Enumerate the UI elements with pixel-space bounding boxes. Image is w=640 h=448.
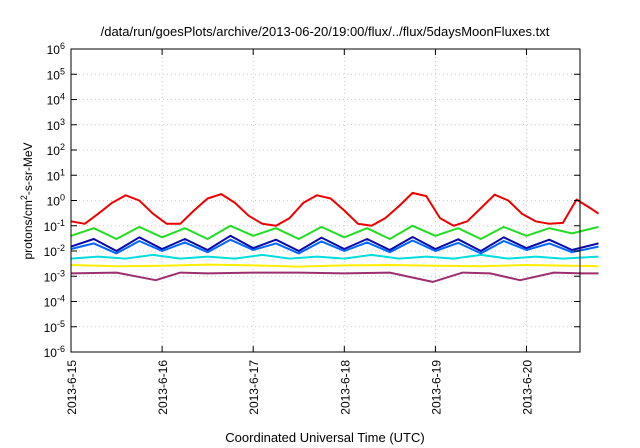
y-tick-base: 10	[47, 144, 61, 158]
y-tick-base: 10	[44, 321, 58, 335]
y-tick-label: 103	[47, 117, 65, 133]
x-tick-label: 2013-6-16	[156, 360, 170, 415]
series-line-2	[70, 253, 599, 260]
series-layer	[70, 191, 600, 283]
y-tick-base: 10	[44, 220, 58, 234]
series-line-3	[70, 238, 599, 255]
y-tick-base: 10	[47, 94, 61, 108]
y-tick-label: 104	[47, 92, 65, 108]
y-tick-exp: 3	[60, 117, 65, 127]
y-tick-label: 10-1	[44, 218, 65, 234]
x-tick-label: 2013-6-17	[247, 360, 261, 415]
y-tick-exp: -6	[57, 344, 65, 354]
y-tick-label: 106	[47, 41, 65, 57]
x-tick-label: 2013-6-20	[521, 360, 535, 415]
y-tick-exp: 1	[60, 167, 65, 177]
axis-ticks: 10-610-510-410-310-210-11001011021031041…	[44, 41, 580, 415]
series-line-6	[70, 191, 600, 227]
x-tick-label: 2013-6-18	[338, 360, 352, 415]
series-line-4	[70, 234, 599, 252]
y-tick-exp: -5	[57, 319, 65, 329]
y-axis-label-sup: 2	[19, 195, 29, 200]
plot-frame	[70, 48, 581, 353]
x-tick-label: 2013-6-15	[65, 360, 79, 415]
grid-lines	[71, 49, 580, 352]
y-axis-label: protons/cm2-s-sr-MeV	[19, 142, 35, 259]
y-tick-exp: 6	[60, 41, 65, 51]
y-tick-exp: -3	[57, 268, 65, 278]
series-line-5	[70, 224, 599, 240]
y-axis-label-pre: protons/cm	[21, 200, 35, 259]
y-tick-label: 105	[47, 66, 65, 82]
y-tick-label: 10-2	[44, 243, 65, 259]
y-tick-exp: -4	[57, 294, 65, 304]
y-tick-base: 10	[44, 346, 58, 360]
y-tick-base: 10	[47, 119, 61, 133]
y-tick-exp: -1	[57, 218, 65, 228]
x-tick-label: 2013-6-19	[429, 360, 443, 415]
series-line-1	[70, 263, 599, 268]
y-tick-base: 10	[47, 169, 61, 183]
y-tick-base: 10	[44, 296, 58, 310]
x-axis-label: Coordinated Universal Time (UTC)	[225, 430, 424, 445]
y-tick-label: 10-5	[44, 319, 65, 335]
y-tick-label: 10-4	[44, 294, 65, 310]
y-tick-base: 10	[47, 68, 61, 82]
y-tick-base: 10	[44, 270, 58, 284]
series-line-0	[70, 271, 599, 283]
y-tick-label: 101	[47, 167, 65, 183]
y-tick-exp: 4	[60, 92, 65, 102]
y-tick-exp: 5	[60, 66, 65, 76]
y-tick-exp: 2	[60, 142, 65, 152]
y-tick-label: 102	[47, 142, 65, 158]
y-tick-label: 100	[47, 193, 65, 209]
y-tick-exp: 0	[60, 193, 65, 203]
y-tick-base: 10	[47, 195, 61, 209]
y-tick-exp: -2	[57, 243, 65, 253]
y-tick-label: 10-6	[44, 344, 65, 360]
y-tick-label: 10-3	[44, 268, 65, 284]
y-tick-base: 10	[44, 245, 58, 259]
y-axis-label-post: -s-sr-MeV	[21, 142, 35, 195]
y-tick-base: 10	[47, 43, 61, 57]
chart-title: /data/run/goesPlots/archive/2013-06-20/1…	[101, 24, 550, 39]
